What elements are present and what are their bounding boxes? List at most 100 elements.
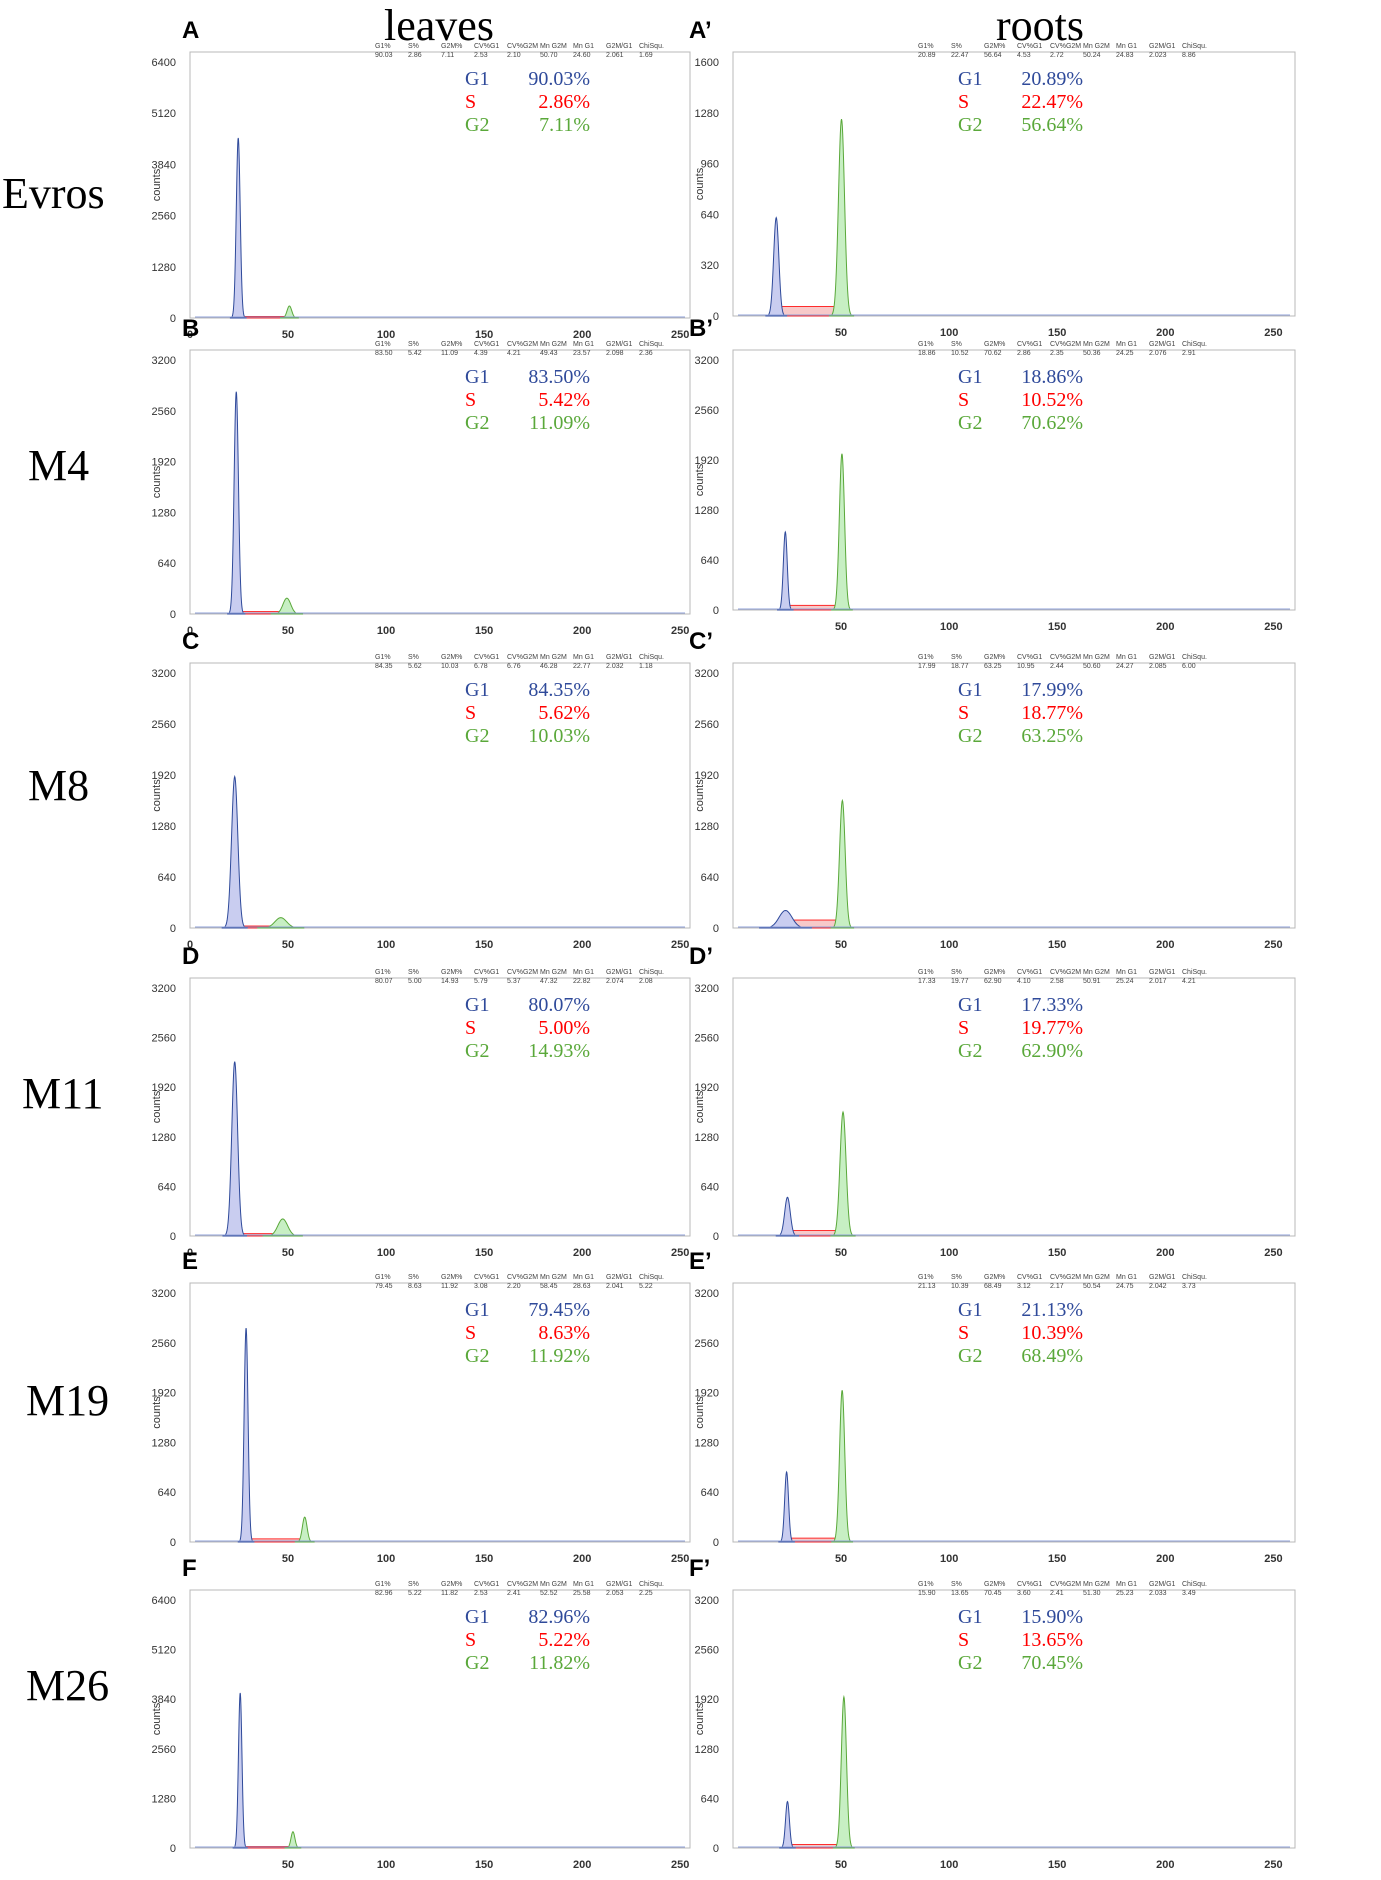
y-tick-label: 640 <box>158 1181 176 1193</box>
stats-value-cell: 2.86 <box>1017 350 1031 357</box>
stats-value-cell: 2.061 <box>606 52 624 59</box>
legend-value: 68.49% <box>1021 1345 1083 1367</box>
y-tick-label: 1280 <box>152 507 176 519</box>
stats-value-cell: 50.91 <box>1083 978 1101 985</box>
x-tick-label: 100 <box>940 939 958 951</box>
y-tick-label: 1920 <box>695 455 719 467</box>
stats-value-cell: 2.35 <box>1050 350 1064 357</box>
y-tick-label: 0 <box>170 609 176 621</box>
histogram-panel-2: A’ 0 320 640 960 1280 1600 counts 50 100 150 200 250… <box>689 17 1296 339</box>
stats-value-cell: 2.41 <box>507 1590 521 1597</box>
y-tick-label: 2560 <box>695 405 719 417</box>
y-tick-label: 1920 <box>152 457 176 469</box>
y-axis-label: counts <box>694 167 706 200</box>
x-tick-label: 0 <box>187 329 193 341</box>
y-tick-label: 1600 <box>695 57 719 69</box>
panel-frame <box>189 662 691 929</box>
x-tick-label: 200 <box>1156 939 1174 951</box>
series-g2-peak <box>284 1831 302 1849</box>
stats-header-cell: G2M% <box>441 654 462 661</box>
histogram-panel-10: E’ 0 640 1280 1920 2560 3200 counts 50 100 150 200 2… <box>689 1248 1296 1565</box>
y-tick-label: 3200 <box>695 668 719 680</box>
x-tick-label: 50 <box>835 621 847 633</box>
x-tick-label: 50 <box>835 1553 847 1565</box>
stats-header-cell: G2M% <box>984 1274 1005 1281</box>
legend-label: G1 <box>465 1606 489 1628</box>
stats-header-cell: S% <box>408 1274 419 1281</box>
panel-letter: D’ <box>689 943 713 970</box>
stats-value-cell: 1.18 <box>639 663 653 670</box>
panel-frame <box>732 1282 1296 1543</box>
stats-value-cell: 7.11 <box>441 52 454 59</box>
stats-value-cell: 10.03 <box>441 663 459 670</box>
panel-frame <box>189 1282 691 1543</box>
stats-header-cell: CV%G1 <box>1017 1581 1042 1588</box>
stats-value-cell: 5.79 <box>474 978 488 985</box>
stats-header-cell: Mn G2M <box>540 43 567 50</box>
stats-header-cell: CV%G1 <box>1017 43 1042 50</box>
y-axis-label: counts <box>694 779 706 812</box>
series-g2-peak <box>830 798 855 929</box>
y-tick-label: 1280 <box>152 262 176 274</box>
y-tick-label: 0 <box>170 923 176 935</box>
y-axis-label: counts <box>151 1090 163 1123</box>
stats-value-cell: 46.28 <box>540 663 558 670</box>
stats-value-cell: 58.45 <box>540 1283 558 1290</box>
stats-value-cell: 5.37 <box>507 978 521 985</box>
stats-value-cell: 5.42 <box>408 350 422 357</box>
x-tick-label: 250 <box>671 1553 689 1565</box>
legend-label: S <box>958 702 969 724</box>
stats-value-cell: 6.76 <box>507 663 521 670</box>
stats-header-cell: G2M% <box>441 43 462 50</box>
legend-label: S <box>465 389 476 411</box>
stats-header-cell: CV%G2M <box>507 969 538 976</box>
stats-value-cell: 2.58 <box>1050 978 1064 985</box>
stats-header-cell: G2M/G1 <box>606 654 633 661</box>
stats-value-cell: 2.074 <box>606 978 624 985</box>
panel-frame <box>189 349 691 615</box>
x-tick-label: 100 <box>940 1247 958 1259</box>
stats-value-cell: 22.77 <box>573 663 591 670</box>
legend-value: 21.13% <box>1021 1299 1083 1321</box>
stats-header-cell: ChiSqu. <box>639 43 664 50</box>
stats-header-cell: Mn G1 <box>1116 43 1137 50</box>
series-g1-peak <box>237 1327 255 1543</box>
y-tick-label: 0 <box>170 1843 176 1855</box>
stats-header-cell: ChiSqu. <box>1182 969 1207 976</box>
stats-header-cell: G1% <box>375 1581 391 1588</box>
x-tick-label: 200 <box>573 625 591 637</box>
x-tick-label: 150 <box>1048 1247 1066 1259</box>
stats-header-cell: G2M% <box>441 341 462 348</box>
histogram-panel-8: D’ 0 640 1280 1920 2560 3200 counts 50 100 150 200 2… <box>689 943 1296 1259</box>
series-g2-peak <box>279 305 299 319</box>
x-tick-label: 250 <box>671 329 689 341</box>
stats-header-cell: S% <box>951 341 962 348</box>
stats-header-cell: G2M/G1 <box>606 43 633 50</box>
y-axis-label: counts <box>694 1090 706 1123</box>
stats-header-cell: CV%G2M <box>507 654 538 661</box>
stats-header-cell: G2M% <box>441 1581 462 1588</box>
stats-value-cell: 10.95 <box>1017 663 1035 670</box>
stats-header-cell: G2M% <box>984 1581 1005 1588</box>
legend-value: 5.62% <box>538 702 590 724</box>
stats-header-cell: CV%G1 <box>474 1581 499 1588</box>
series-g1-peak <box>765 216 788 317</box>
stats-header-cell: G1% <box>918 1581 934 1588</box>
legend-label: G1 <box>465 68 489 90</box>
stats-value-cell: 3.49 <box>1182 1590 1196 1597</box>
y-tick-label: 1280 <box>695 1437 719 1449</box>
stats-value-cell: 11.09 <box>441 350 458 357</box>
stats-header-cell: Mn G1 <box>573 341 594 348</box>
stats-header-cell: Mn G2M <box>540 1274 567 1281</box>
histogram-panel-7: D 0 640 1280 1920 2560 3200 counts 0 50 100 150 200 2… <box>151 943 691 1259</box>
y-tick-label: 3200 <box>152 983 176 995</box>
stats-value-cell: 22.82 <box>573 978 591 985</box>
stats-header-cell: Mn G1 <box>573 1274 594 1281</box>
y-tick-label: 640 <box>701 209 719 221</box>
stats-header-cell: G2M/G1 <box>606 341 633 348</box>
y-tick-label: 0 <box>170 313 176 325</box>
y-tick-label: 3200 <box>152 668 176 680</box>
y-axis-label: counts <box>151 168 163 201</box>
stats-value-cell: 24.83 <box>1116 52 1134 59</box>
